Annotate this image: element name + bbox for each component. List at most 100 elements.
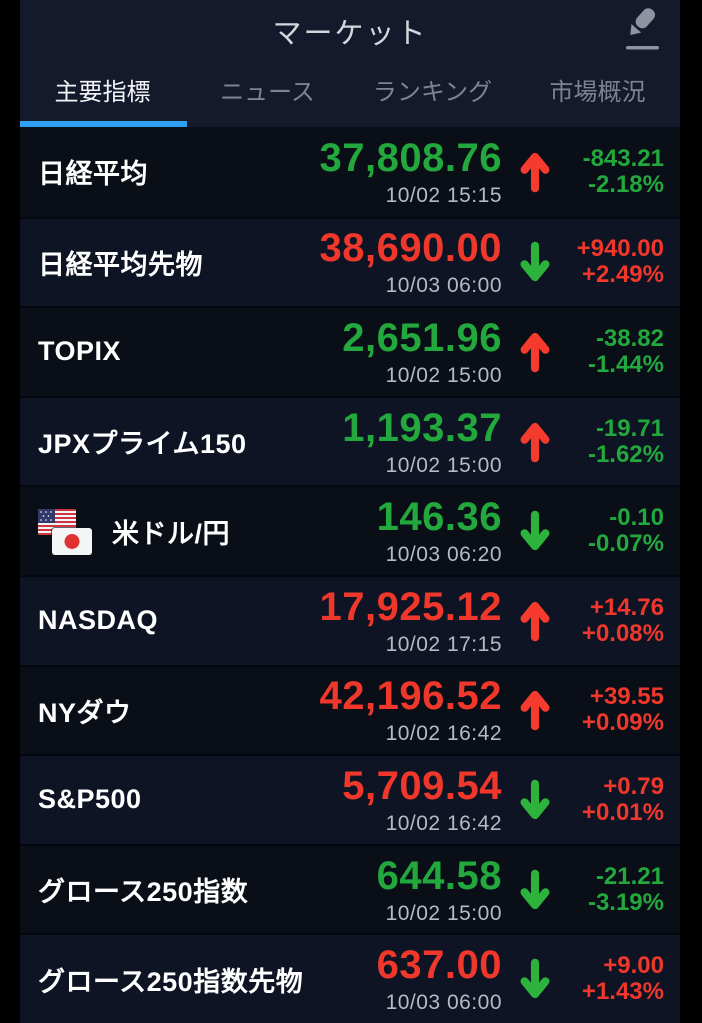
trend-arrow-icon <box>510 599 560 643</box>
change-value: +14.76 <box>589 593 664 621</box>
change-value: +9.00 <box>603 952 664 980</box>
price-block: 146.36 10/03 06:20 <box>230 497 502 565</box>
trend-arrow-icon <box>510 868 560 912</box>
change-value: +0.79 <box>603 773 664 801</box>
instrument-name: グロース250指数先物 <box>38 966 304 997</box>
page-title: マーケット <box>272 18 428 50</box>
app-header: マーケット <box>20 0 680 62</box>
change-block: -21.21 -3.19% <box>560 863 664 916</box>
index-list: 日経平均 37,808.76 10/02 15:15 -843.21 -2.18… <box>20 127 680 1023</box>
change-value: +940.00 <box>576 235 664 263</box>
tab-bar: 主要指標 ニュース ランキング 市場概況 <box>20 62 680 127</box>
market-row[interactable]: TOPIX 2,651.96 10/02 15:00 -38.82 -1.44% <box>20 306 680 396</box>
change-percent: -1.62% <box>587 440 664 468</box>
change-percent: +0.01% <box>581 798 664 826</box>
market-row[interactable]: 米ドル/円 146.36 10/03 06:20 -0.10 -0.07% <box>20 485 680 575</box>
quote-datetime: 10/02 15:00 <box>385 363 502 387</box>
price-value: 17,925.12 <box>319 584 502 629</box>
price-value: 637.00 <box>376 943 502 988</box>
price-value: 1,193.37 <box>342 405 502 450</box>
trend-arrow-icon <box>510 330 560 374</box>
change-percent: -1.44% <box>587 350 664 378</box>
change-block: +9.00 +1.43% <box>560 953 664 1005</box>
tab-news[interactable]: ニュース <box>185 62 350 127</box>
price-value: 2,651.96 <box>342 315 502 360</box>
change-value: +39.55 <box>589 683 664 711</box>
price-block: 2,651.96 10/02 15:00 <box>121 318 502 386</box>
price-value: 42,196.52 <box>319 674 502 719</box>
change-percent: +0.08% <box>581 619 664 647</box>
instrument-name-wrap: 米ドル/円 <box>38 507 231 556</box>
instrument-name-wrap: JPXプライム150 <box>38 422 247 461</box>
price-value: 5,709.54 <box>342 763 502 808</box>
change-block: -19.71 -1.62% <box>560 414 664 468</box>
change-value: -0.10 <box>609 504 664 532</box>
price-block: 644.58 10/02 15:00 <box>248 856 502 924</box>
edit-list-button[interactable] <box>620 6 664 54</box>
instrument-name-wrap: S&P500 <box>38 784 142 815</box>
market-app: マーケット 主要指標 ニュース <box>20 0 680 1023</box>
price-block: 1,193.37 10/02 15:00 <box>247 408 502 476</box>
price-value: 146.36 <box>376 495 502 540</box>
price-block: 38,690.00 10/03 06:00 <box>203 228 502 296</box>
instrument-name-wrap: グロース250指数先物 <box>38 960 303 999</box>
trend-arrow-icon <box>510 778 560 822</box>
quote-datetime: 10/02 16:42 <box>385 811 502 835</box>
trend-arrow-icon <box>510 150 560 194</box>
instrument-name: 米ドル/円 <box>112 518 231 549</box>
change-percent: +2.49% <box>581 261 664 289</box>
quote-datetime: 10/02 15:00 <box>385 901 502 925</box>
quote-datetime: 10/02 15:15 <box>385 183 502 207</box>
market-row[interactable]: NYダウ 42,196.52 10/02 16:42 +39.55 +0.09% <box>20 664 680 755</box>
change-block: +940.00 +2.49% <box>560 236 664 288</box>
quote-datetime: 10/02 15:00 <box>385 453 502 477</box>
price-block: 42,196.52 10/02 16:42 <box>132 676 502 744</box>
trend-arrow-icon <box>510 420 560 464</box>
market-row[interactable]: JPXプライム150 1,193.37 10/02 15:00 -19.71 -… <box>20 395 680 486</box>
instrument-name: JPXプライム150 <box>38 429 247 460</box>
change-percent: -3.19% <box>587 888 664 916</box>
instrument-name: 日経平均先物 <box>38 249 203 280</box>
tab-ranking[interactable]: ランキング <box>350 62 515 127</box>
trend-arrow-icon <box>510 509 560 553</box>
market-row[interactable]: グロース250指数 644.58 10/02 15:00 -21.21 -3.1… <box>20 843 680 934</box>
trend-arrow-icon <box>510 240 560 284</box>
trend-arrow-icon <box>510 957 560 1001</box>
instrument-name: 日経平均 <box>38 159 148 190</box>
change-block: +14.76 +0.08% <box>560 593 664 647</box>
quote-datetime: 10/02 17:15 <box>385 632 502 656</box>
instrument-name-wrap: NASDAQ <box>38 605 158 636</box>
active-tab-indicator <box>20 121 187 127</box>
instrument-name-wrap: TOPIX <box>38 336 121 367</box>
price-block: 37,808.76 10/02 15:15 <box>148 138 502 206</box>
price-value: 38,690.00 <box>319 226 502 271</box>
tab-market-overview[interactable]: 市場概況 <box>515 62 680 127</box>
instrument-name: NYダウ <box>38 697 132 728</box>
market-row[interactable]: S&P500 5,709.54 10/02 16:42 +0.79 +0.01% <box>20 754 680 844</box>
market-row[interactable]: グロース250指数先物 637.00 10/03 06:00 +9.00 +1.… <box>20 933 680 1023</box>
pencil-icon <box>621 6 663 55</box>
tab-main-indicators[interactable]: 主要指標 <box>20 62 185 127</box>
usdjpy-flags-icon <box>38 507 102 556</box>
change-block: -0.10 -0.07% <box>560 505 664 557</box>
quote-datetime: 10/02 16:42 <box>385 722 502 746</box>
instrument-name-wrap: 日経平均先物 <box>38 243 203 282</box>
instrument-name: TOPIX <box>38 336 122 367</box>
market-row[interactable]: 日経平均 37,808.76 10/02 15:15 -843.21 -2.18… <box>20 127 680 217</box>
change-percent: -2.18% <box>587 170 664 198</box>
japan-flag-icon <box>52 528 92 556</box>
instrument-name-wrap: NYダウ <box>38 691 132 730</box>
price-block: 637.00 10/03 06:00 <box>303 945 502 1013</box>
change-value: -19.71 <box>595 414 664 442</box>
instrument-name-wrap: 日経平均 <box>38 152 148 191</box>
price-value: 37,808.76 <box>319 135 502 180</box>
market-row[interactable]: 日経平均先物 38,690.00 10/03 06:00 +940.00 +2.… <box>20 216 680 307</box>
trend-arrow-icon <box>510 688 560 732</box>
change-value: -38.82 <box>595 325 664 353</box>
instrument-name: NASDAQ <box>38 605 159 636</box>
quote-datetime: 10/03 06:00 <box>385 991 502 1015</box>
instrument-name: S&P500 <box>38 784 142 815</box>
change-block: -843.21 -2.18% <box>560 145 664 198</box>
market-row[interactable]: NASDAQ 17,925.12 10/02 17:15 +14.76 +0.0… <box>20 574 680 665</box>
